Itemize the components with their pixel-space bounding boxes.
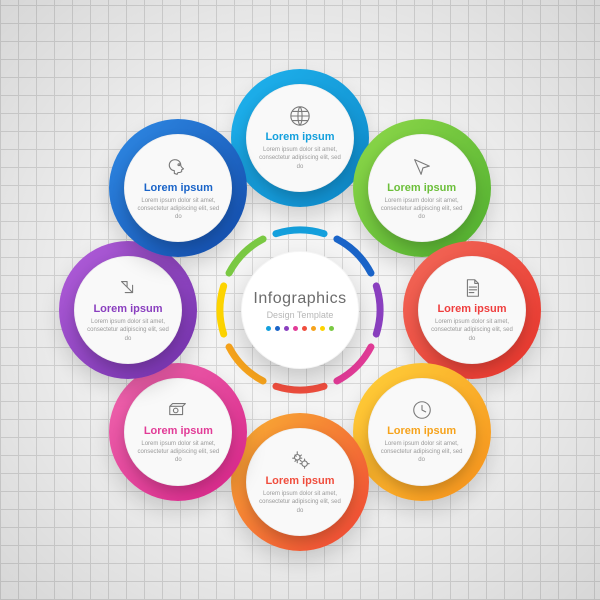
step-body: Lorem ipsum dolor sit amet, consectetur … bbox=[133, 440, 223, 464]
step-node: Lorem ipsum Lorem ipsum dolor sit amet, c… bbox=[231, 413, 369, 551]
step-label: Lorem ipsum bbox=[437, 303, 506, 315]
step-label: Lorem ipsum bbox=[93, 303, 162, 315]
step-label: Lorem ipsum bbox=[387, 182, 456, 194]
clock-icon bbox=[411, 399, 433, 421]
step-inner: Lorem ipsum Lorem ipsum dolor sit amet, c… bbox=[418, 256, 526, 364]
step-label: Lorem ipsum bbox=[265, 131, 334, 143]
globe-icon bbox=[289, 105, 311, 127]
step-body: Lorem ipsum dolor sit amet, consectetur … bbox=[255, 490, 345, 514]
money-icon bbox=[167, 399, 189, 421]
step-label: Lorem ipsum bbox=[265, 475, 334, 487]
arrow-dr-icon bbox=[117, 277, 139, 299]
center-subtitle: Design Template bbox=[267, 310, 334, 320]
step-label: Lorem ipsum bbox=[144, 425, 213, 437]
step-body: Lorem ipsum dolor sit amet, consectetur … bbox=[377, 440, 467, 464]
step-body: Lorem ipsum dolor sit amet, consectetur … bbox=[133, 197, 223, 221]
step-body: Lorem ipsum dolor sit amet, consectetur … bbox=[427, 318, 517, 342]
step-node: Lorem ipsum Lorem ipsum dolor sit amet, c… bbox=[403, 241, 541, 379]
step-inner: Lorem ipsum Lorem ipsum dolor sit amet, c… bbox=[74, 256, 182, 364]
center-dots bbox=[266, 326, 334, 331]
infographic-canvas: InfographicsDesign TemplateLorem ipsumLo… bbox=[0, 0, 600, 600]
step-node: Lorem ipsum Lorem ipsum dolor sit amet, c… bbox=[109, 363, 247, 501]
doc-icon bbox=[461, 277, 483, 299]
step-body: Lorem ipsum dolor sit amet, consectetur … bbox=[83, 318, 173, 342]
gears-icon bbox=[289, 449, 311, 471]
step-inner: Lorem ipsum Lorem ipsum dolor sit amet, c… bbox=[246, 84, 354, 192]
head-icon bbox=[167, 156, 189, 178]
step-inner: Lorem ipsum Lorem ipsum dolor sit amet, c… bbox=[368, 378, 476, 486]
step-body: Lorem ipsum dolor sit amet, consectetur … bbox=[377, 197, 467, 221]
step-node: Lorem ipsum Lorem ipsum dolor sit amet, c… bbox=[59, 241, 197, 379]
step-node: Lorem ipsum Lorem ipsum dolor sit amet, c… bbox=[231, 69, 369, 207]
step-label: Lorem ipsum bbox=[387, 425, 456, 437]
center-disc: Infographics Design Template bbox=[241, 251, 359, 369]
step-node: Lorem ipsum Lorem ipsum dolor sit amet, c… bbox=[353, 119, 491, 257]
step-inner: Lorem ipsum Lorem ipsum dolor sit amet, c… bbox=[368, 134, 476, 242]
step-node: Lorem ipsum Lorem ipsum dolor sit amet, c… bbox=[109, 119, 247, 257]
step-label: Lorem ipsum bbox=[144, 182, 213, 194]
step-inner: Lorem ipsum Lorem ipsum dolor sit amet, c… bbox=[124, 134, 232, 242]
step-inner: Lorem ipsum Lorem ipsum dolor sit amet, c… bbox=[124, 378, 232, 486]
step-body: Lorem ipsum dolor sit amet, consectetur … bbox=[255, 146, 345, 170]
step-node: Lorem ipsum Lorem ipsum dolor sit amet, c… bbox=[353, 363, 491, 501]
center-title: Infographics bbox=[253, 290, 346, 308]
step-inner: Lorem ipsum Lorem ipsum dolor sit amet, c… bbox=[246, 428, 354, 536]
cursor-icon bbox=[411, 156, 433, 178]
